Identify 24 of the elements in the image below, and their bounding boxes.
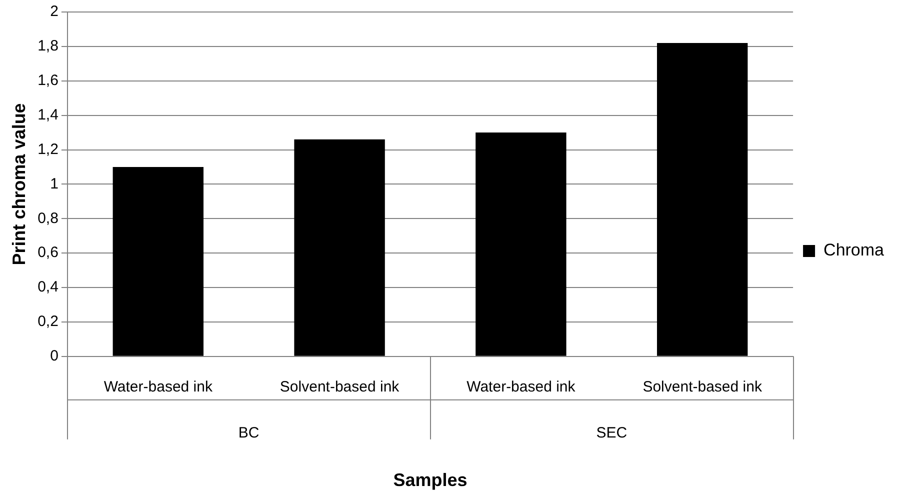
y-tick-label: 2 [50,3,58,20]
y-tick-label: 0,6 [38,244,58,262]
y-tick-label: 1,2 [38,140,58,158]
legend-label: Chroma [824,240,885,260]
y-tick-label: 1,8 [38,38,58,55]
y-tick-label: 0,4 [38,278,58,296]
y-tick-label: 1,4 [38,106,58,124]
y-tick-label: 0,8 [38,210,58,227]
text: SEC [596,424,628,442]
x-tick-label: Water-based ink [104,378,213,396]
bar [656,42,748,356]
text: BC [238,424,260,442]
y-tick-label: 0 [50,348,58,365]
y-tick-label: 0,2 [38,313,58,330]
x-tick-label: Solvent-based ink [642,378,762,396]
x-axis-title: Samples [393,470,468,490]
y-axis-title: Print chroma value [8,103,29,266]
y-tick-label: 1 [50,175,58,192]
x-tick-label: Solvent-based ink [280,378,400,396]
bar [294,139,385,356]
bar [112,166,204,356]
x-tick-label: Water-based ink [466,378,576,396]
y-tick-label: 1,6 [38,72,58,90]
bar [476,132,566,356]
